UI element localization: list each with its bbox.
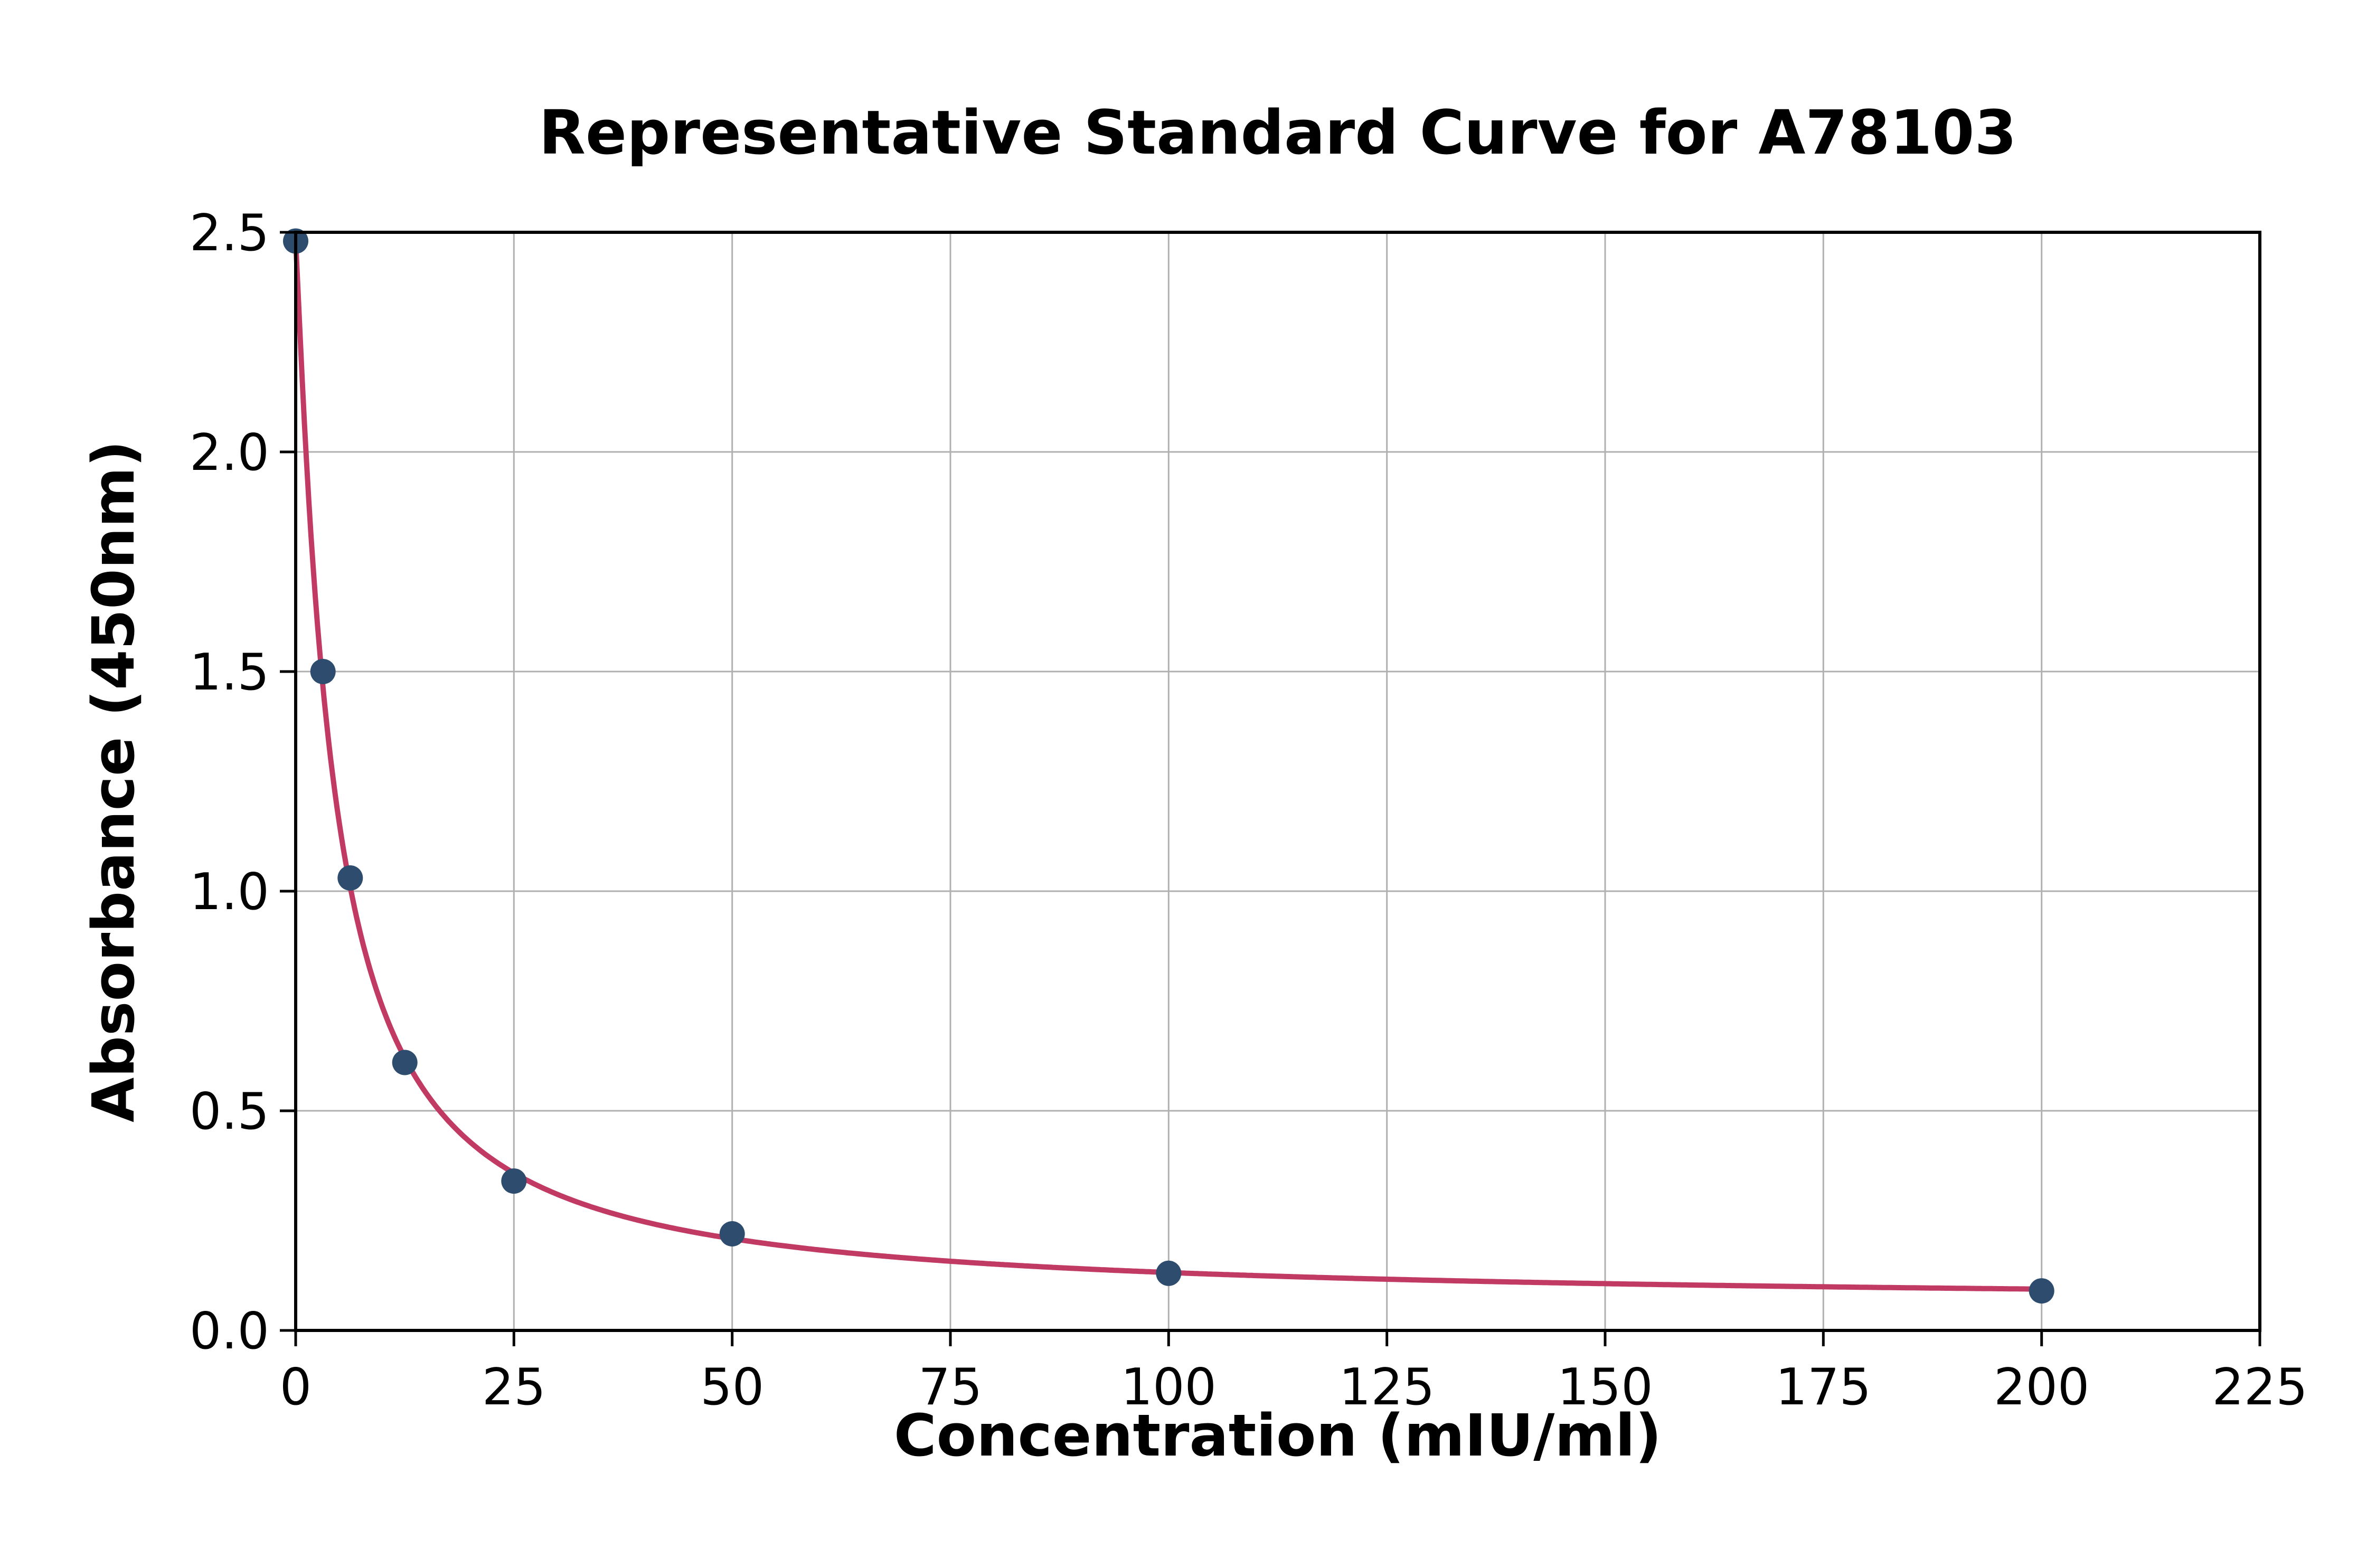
x-tick-label: 225 — [2212, 1358, 2307, 1416]
y-tick-label: 1.0 — [190, 863, 269, 921]
y-tick-label: 1.5 — [190, 644, 269, 702]
data-point — [501, 1168, 527, 1194]
x-tick-label: 150 — [1557, 1358, 1653, 1416]
x-tick-label: 25 — [482, 1358, 546, 1416]
y-tick-label: 0.5 — [190, 1083, 269, 1141]
x-tick-label: 175 — [1776, 1358, 1871, 1416]
data-point — [719, 1221, 745, 1246]
y-tick-label: 2.0 — [190, 424, 269, 482]
x-tick-label: 0 — [280, 1358, 312, 1416]
data-point — [392, 1050, 418, 1075]
axes-border — [294, 231, 2261, 1332]
y-tick-label: 0.0 — [190, 1302, 269, 1361]
y-tick-label: 2.5 — [190, 204, 269, 262]
x-axis-label: Concentration (mIU/ml) — [893, 1402, 1662, 1469]
x-tick-label: 200 — [1994, 1358, 2089, 1416]
data-point — [310, 659, 336, 684]
data-point — [1156, 1260, 1182, 1286]
data-point — [2029, 1278, 2054, 1304]
y-axis-label: Absorbance (450nm) — [80, 440, 147, 1122]
x-tick-label: 100 — [1121, 1358, 1217, 1416]
data-point — [337, 865, 363, 891]
x-tick-label: 75 — [919, 1358, 983, 1416]
x-tick-label: 125 — [1339, 1358, 1435, 1416]
x-tick-label: 50 — [700, 1358, 764, 1416]
chart-title: Representative Standard Curve for A78103 — [539, 98, 2017, 168]
